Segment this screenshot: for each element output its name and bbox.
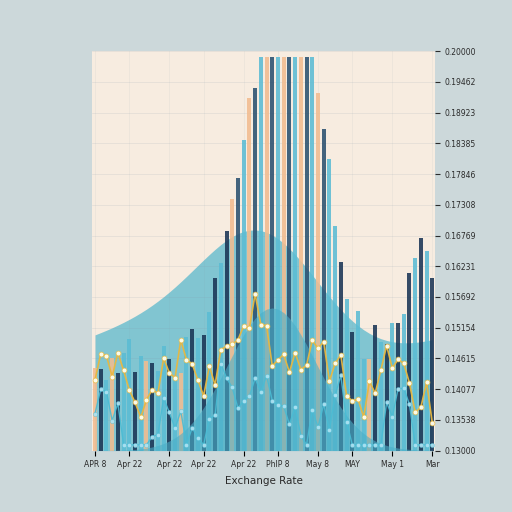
Bar	[385, 344, 389, 451]
Bar	[368, 359, 371, 451]
Bar	[207, 312, 211, 451]
Bar	[402, 314, 406, 451]
Bar	[99, 369, 103, 451]
Bar	[173, 377, 177, 451]
Bar	[133, 372, 137, 451]
Bar	[127, 339, 131, 451]
Bar	[150, 363, 154, 451]
Bar	[179, 373, 183, 451]
Bar	[299, 57, 303, 451]
Bar	[265, 57, 268, 451]
Bar	[356, 311, 360, 451]
Bar	[396, 323, 400, 451]
Bar	[339, 262, 343, 451]
Bar	[162, 346, 165, 451]
Bar	[93, 368, 97, 451]
Bar	[310, 57, 314, 451]
Bar	[333, 226, 337, 451]
Bar	[225, 231, 228, 451]
Bar	[431, 279, 434, 451]
Bar	[350, 332, 354, 451]
Bar	[345, 300, 349, 451]
Bar	[139, 356, 143, 451]
Bar	[242, 140, 246, 451]
Bar	[282, 57, 286, 451]
Bar	[253, 88, 257, 451]
Bar	[167, 359, 172, 451]
Bar	[322, 129, 326, 451]
Bar	[219, 263, 223, 451]
Bar	[230, 200, 234, 451]
Bar	[116, 373, 120, 451]
Bar	[156, 371, 160, 451]
Bar	[236, 178, 240, 451]
Bar	[196, 338, 200, 451]
Bar	[413, 259, 417, 451]
Bar	[424, 250, 429, 451]
Bar	[202, 335, 206, 451]
Bar	[276, 57, 280, 451]
Bar	[305, 57, 309, 451]
Bar	[419, 238, 423, 451]
Bar	[110, 358, 114, 451]
Bar	[122, 353, 125, 451]
Bar	[390, 323, 394, 451]
Bar	[293, 57, 297, 451]
Bar	[373, 325, 377, 451]
Bar	[213, 278, 217, 451]
Bar	[259, 57, 263, 451]
X-axis label: Exchange Rate: Exchange Rate	[225, 476, 303, 486]
Bar	[362, 359, 366, 451]
Bar	[270, 57, 274, 451]
Bar	[247, 98, 251, 451]
Bar	[379, 343, 383, 451]
Bar	[104, 380, 109, 451]
Bar	[184, 337, 188, 451]
Bar	[144, 361, 148, 451]
Bar	[328, 159, 331, 451]
Bar	[316, 93, 320, 451]
Bar	[408, 273, 412, 451]
Bar	[287, 57, 291, 451]
Bar	[190, 329, 194, 451]
